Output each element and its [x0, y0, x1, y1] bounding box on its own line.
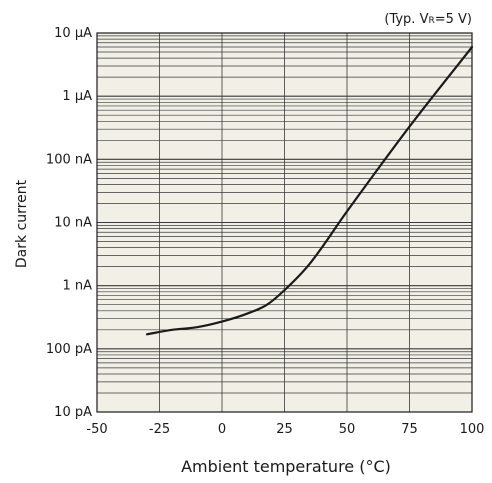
y-tick-label: 1 nA: [62, 279, 92, 294]
plot-area: -50 -25 0 25 50 75 100 10 pA 100 pA 1 nA 10 nA 100 …: [46, 26, 485, 437]
x-axis-title: Ambient temperature (°C): [181, 457, 391, 476]
x-tick-label: 100: [460, 422, 485, 437]
y-tick-label: 10 μA: [54, 26, 92, 41]
y-tick-label: 10 pA: [54, 405, 92, 420]
y-tick-label: 1 μA: [62, 89, 92, 104]
y-tick-label: 100 nA: [46, 152, 92, 167]
y-tick-label: 10 nA: [54, 216, 92, 231]
x-tick-label: -50: [86, 422, 107, 437]
condition-annotation: (Typ. VR=5 V): [384, 12, 472, 27]
x-tick-label: 25: [276, 422, 293, 437]
x-tick-label: 50: [339, 422, 356, 437]
y-tick-label: 100 pA: [46, 342, 92, 357]
y-axis-title: Dark current: [14, 179, 30, 268]
x-tick-label: 75: [401, 422, 418, 437]
x-tick-label: 0: [218, 422, 226, 437]
dark-current-curve: [145, 45, 474, 336]
plot-frame: [96, 32, 473, 413]
x-tick-label: -25: [149, 422, 170, 437]
